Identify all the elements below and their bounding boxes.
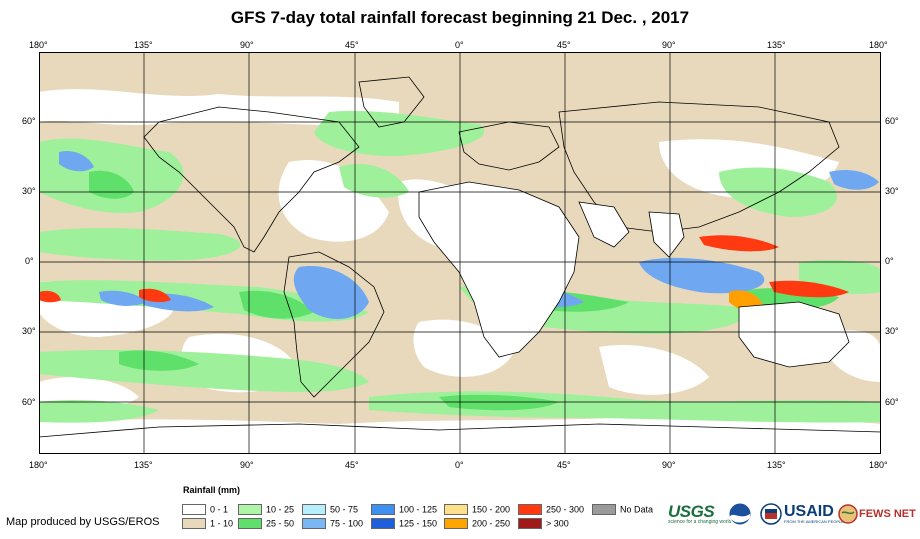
noaa-logo — [728, 500, 752, 528]
legend-swatch — [238, 504, 262, 516]
lon-label-top: 135° — [767, 40, 786, 50]
lon-label-bottom: 90° — [662, 460, 676, 470]
legend-item: 50 - 75 — [302, 504, 359, 516]
legend-swatch — [238, 518, 262, 530]
lat-label-left: 0° — [25, 256, 34, 266]
legend-item: 125 - 150 — [371, 518, 438, 530]
legend-title: Rainfall (mm) — [183, 485, 241, 495]
legend-item: 150 - 200 — [444, 504, 511, 516]
rainfall-map-canvas — [39, 52, 881, 454]
map-title: GFS 7-day total rainfall forecast beginn… — [230, 8, 690, 27]
lat-label-left: 60° — [22, 116, 36, 126]
legend-swatch — [518, 518, 542, 530]
legend-label: 75 - 100 — [330, 518, 364, 529]
usaid-tagline: FROM THE AMERICAN PEOPLE — [784, 519, 844, 524]
lon-label-bottom: 135° — [134, 460, 153, 470]
lon-label-bottom: 180° — [29, 460, 48, 470]
legend-item: 25 - 50 — [238, 518, 295, 530]
legend-label: 1 - 10 — [210, 518, 234, 529]
fews-net-logo-text: FEWS NET — [859, 508, 916, 520]
legend-swatch — [182, 518, 206, 530]
fews-net-logo: FEWS NET — [838, 500, 916, 528]
legend-item: 10 - 25 — [238, 504, 295, 516]
usgs-logo-text: USGS — [668, 502, 715, 521]
legend-swatch — [592, 504, 616, 516]
legend-label: 0 - 1 — [210, 504, 229, 515]
legend-item: 250 - 300 — [518, 504, 585, 516]
legend-item: No Data — [592, 504, 654, 516]
lon-label-top: 45° — [345, 40, 359, 50]
lon-label-top: 135° — [134, 40, 153, 50]
legend-swatch — [371, 504, 395, 516]
legend-swatch — [182, 504, 206, 516]
fews-net-globe-icon — [838, 504, 858, 524]
usaid-seal-icon — [760, 503, 782, 525]
legend-swatch — [444, 518, 468, 530]
usgs-logo: USGS science for a changing world — [668, 500, 731, 528]
legend-label: 125 - 150 — [399, 518, 438, 529]
lon-label-bottom: 135° — [767, 460, 786, 470]
lon-label-bottom: 0° — [455, 460, 464, 470]
legend-label: 10 - 25 — [266, 504, 295, 515]
legend-item: 100 - 125 — [371, 504, 438, 516]
map-frame — [39, 52, 881, 454]
legend-swatch — [371, 518, 395, 530]
lat-label-left: 30° — [22, 186, 36, 196]
usaid-logo-text: USAID — [784, 503, 834, 520]
legend-item: > 300 — [518, 518, 569, 530]
lon-label-bottom: 90° — [240, 460, 254, 470]
legend-item: 75 - 100 — [302, 518, 364, 530]
lat-label-right: 60° — [885, 116, 899, 126]
lat-label-right: 30° — [885, 186, 899, 196]
legend-item: 0 - 1 — [182, 504, 229, 516]
legend-item: 1 - 10 — [182, 518, 234, 530]
legend-item: 200 - 250 — [444, 518, 511, 530]
legend-label: 50 - 75 — [330, 504, 359, 515]
lat-label-right: 60° — [885, 397, 899, 407]
noaa-emblem-icon — [728, 502, 752, 526]
lon-label-top: 0° — [455, 40, 464, 50]
lat-label-right: 0° — [885, 256, 894, 266]
legend-label: > 300 — [546, 518, 569, 529]
legend-label: 150 - 200 — [472, 504, 511, 515]
lon-label-bottom: 45° — [345, 460, 359, 470]
graticule — [39, 52, 881, 454]
lon-label-top: 180° — [869, 40, 888, 50]
rainfall-map — [39, 52, 881, 454]
lon-label-top: 90° — [240, 40, 254, 50]
lat-label-right: 30° — [885, 326, 899, 336]
usaid-logo: USAID FROM THE AMERICAN PEOPLE — [760, 500, 844, 528]
legend-swatch — [444, 504, 468, 516]
lon-label-top: 90° — [662, 40, 676, 50]
credit-text: Map produced by USGS/EROS — [6, 516, 160, 528]
legend-label: 100 - 125 — [399, 504, 438, 515]
legend-label: No Data — [620, 504, 654, 515]
lon-label-bottom: 180° — [869, 460, 888, 470]
legend-swatch — [302, 518, 326, 530]
legend-swatch — [518, 504, 542, 516]
legend-swatch — [302, 504, 326, 516]
lat-label-left: 30° — [22, 326, 36, 336]
lat-label-left: 60° — [22, 397, 36, 407]
usgs-tagline: science for a changing world — [668, 519, 732, 525]
lon-label-top: 180° — [29, 40, 48, 50]
legend-label: 25 - 50 — [266, 518, 295, 529]
lon-label-bottom: 45° — [557, 460, 571, 470]
legend-label: 200 - 250 — [472, 518, 511, 529]
lon-label-top: 45° — [557, 40, 571, 50]
legend-label: 250 - 300 — [546, 504, 585, 515]
